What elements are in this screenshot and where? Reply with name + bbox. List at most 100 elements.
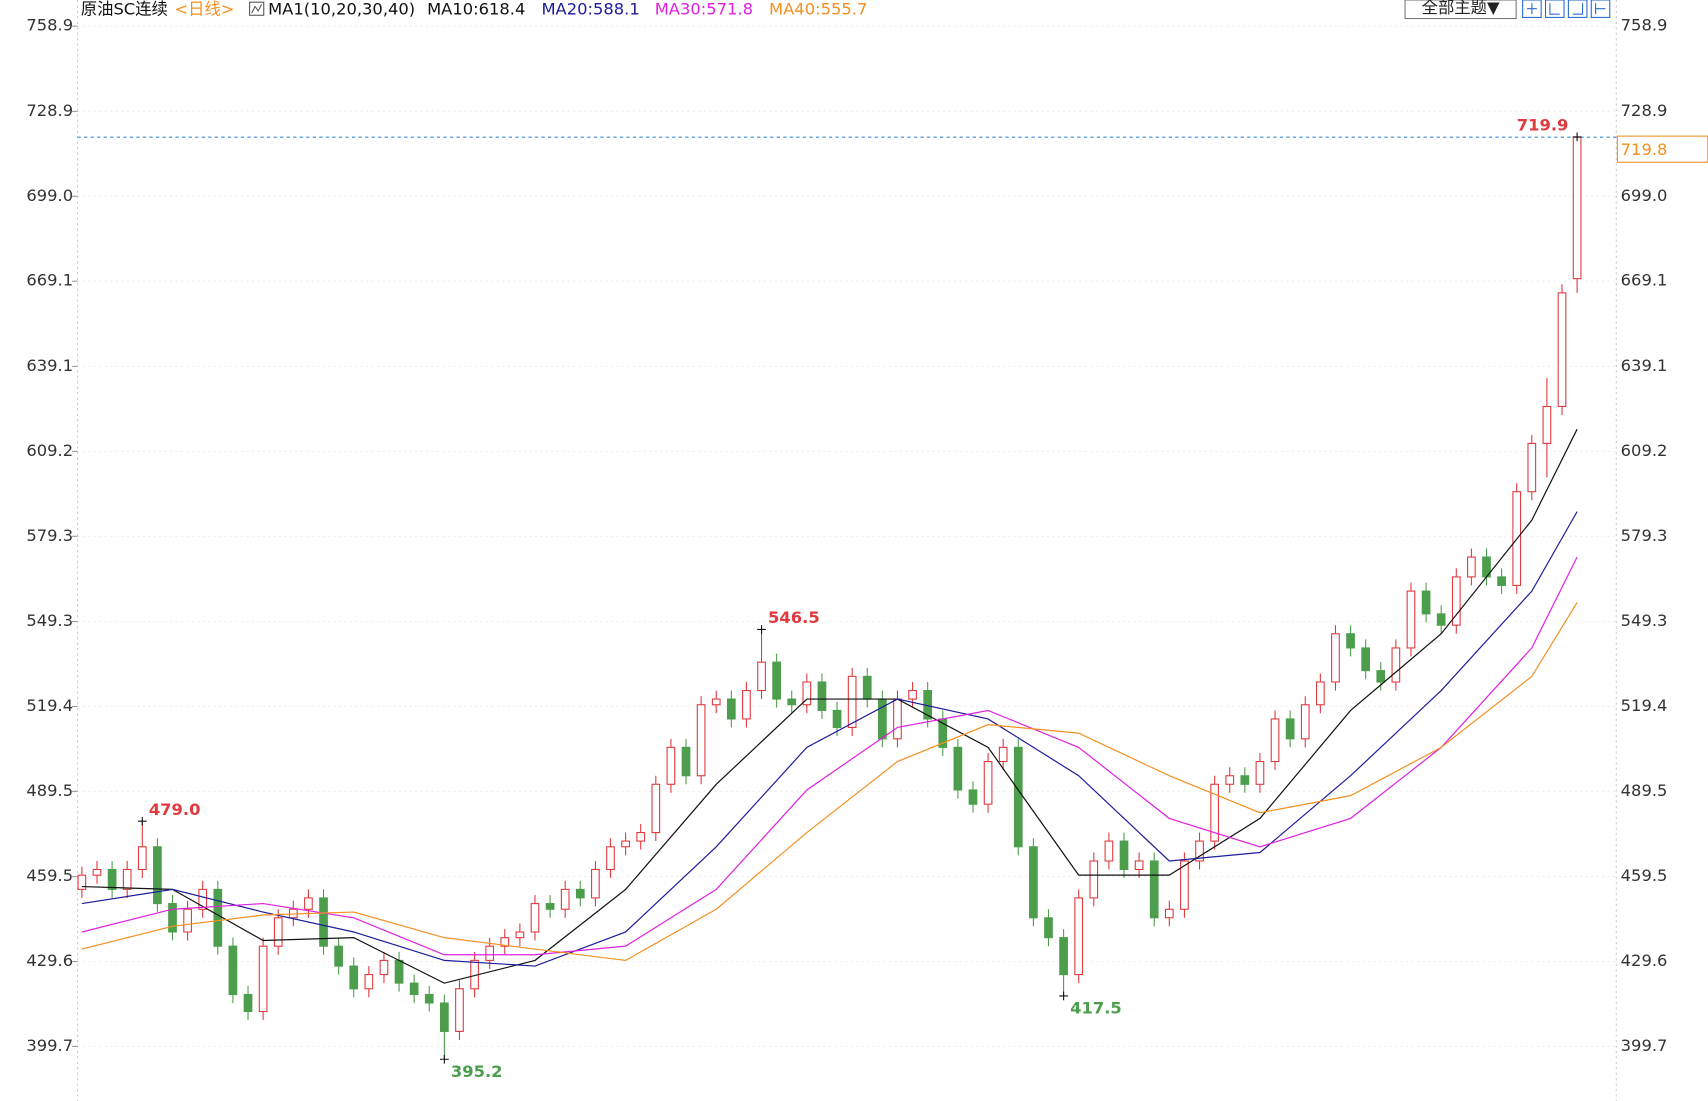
candle-body <box>1542 405 1552 444</box>
period[interactable]: <日线> <box>174 0 234 18</box>
candle-body <box>666 746 676 785</box>
candle-body <box>1195 840 1204 862</box>
y-tick-label-right: 429.6 <box>1621 951 1668 970</box>
legend-entry: MA30:571.8 <box>655 0 753 18</box>
y-tick-label: 399.7 <box>26 1036 73 1055</box>
ma-line <box>81 556 1578 956</box>
y-tick-label-right: 609.2 <box>1621 441 1668 460</box>
theme-button[interactable] <box>1404 0 1517 20</box>
candle-body <box>440 1002 449 1032</box>
annotation-label: 719.9 <box>1517 116 1569 135</box>
candle-body <box>847 675 857 729</box>
indicator[interactable]: MA1(10,20,30,40) <box>268 0 415 18</box>
indicator-icon-glyph <box>251 4 263 14</box>
candle-body <box>1240 775 1250 785</box>
candle-body <box>1210 783 1219 842</box>
annotation-marker <box>440 1054 449 1064</box>
candle-body <box>334 945 343 967</box>
candle-body <box>394 959 404 984</box>
candle-body <box>1013 746 1023 848</box>
candle-body <box>273 917 283 947</box>
y-tick-label-right: 549.3 <box>1621 611 1668 630</box>
candle-body <box>1557 292 1567 408</box>
candle-body <box>1029 846 1038 919</box>
candle-body <box>1361 647 1371 672</box>
tool-icons <box>1527 3 1606 15</box>
candle-body <box>319 897 328 947</box>
candle-body <box>92 868 102 876</box>
candle-body <box>1391 647 1401 683</box>
indicator-icon[interactable] <box>249 1 265 16</box>
theme-button-label[interactable]: 全部主题▼ <box>1422 0 1500 17</box>
candle-body <box>1044 917 1053 939</box>
annotation-marker <box>1572 132 1582 142</box>
candle-body <box>122 868 132 890</box>
y-tick-label-right: 728.9 <box>1621 101 1668 120</box>
candle-body <box>545 903 555 910</box>
candle-body <box>1134 860 1144 871</box>
candle-body <box>304 897 313 910</box>
annotation-label: 395.2 <box>451 1062 503 1081</box>
y-tick-label-right: 758.9 <box>1621 16 1668 35</box>
candle-body <box>500 937 510 947</box>
candle-body <box>364 974 374 990</box>
candle-body <box>379 959 389 976</box>
candle-body <box>908 689 917 700</box>
y-tick-label-right: 669.1 <box>1621 271 1668 290</box>
y-tick-label: 549.3 <box>26 611 73 630</box>
candle-body <box>696 704 706 777</box>
y-tick-label: 758.9 <box>26 16 73 35</box>
candle-body <box>1436 613 1446 626</box>
candle-body <box>711 698 721 706</box>
candle-body <box>1089 860 1099 899</box>
last-price-box <box>1616 135 1708 163</box>
candle-body <box>153 846 162 905</box>
annotation-marker <box>757 625 766 634</box>
annotation-label: 546.5 <box>768 608 820 627</box>
candle-body <box>1104 840 1114 862</box>
annotation-marker <box>137 816 147 826</box>
candle-body <box>1255 761 1265 785</box>
candle-body <box>137 846 147 871</box>
y-tick-label-right: 489.5 <box>1621 781 1668 800</box>
candle-body <box>1074 897 1084 976</box>
candle-body <box>560 888 570 910</box>
header: 原油SC连续 <日线> MA1(10,20,30,40) 全部主题▼ <box>81 0 1611 20</box>
candle-body <box>1331 633 1340 683</box>
candle-body <box>651 783 661 834</box>
candle-body <box>575 888 585 899</box>
tool-button[interactable] <box>1567 0 1588 18</box>
candle-body <box>862 675 872 700</box>
candle-body <box>772 661 781 700</box>
candle-body <box>1467 556 1476 578</box>
tool-button[interactable] <box>1544 0 1565 18</box>
candle-body <box>1164 908 1174 919</box>
annotation-label: 417.5 <box>1070 998 1122 1017</box>
legend-entry: MA40:555.7 <box>769 0 867 18</box>
y-tick-label: 699.0 <box>26 186 73 205</box>
y-tick-label-right: 519.4 <box>1621 696 1668 715</box>
candle-body <box>107 868 117 890</box>
candle-body <box>77 874 87 890</box>
candle-body <box>1406 590 1416 649</box>
candle-body <box>1180 860 1189 910</box>
candle-body <box>485 945 495 961</box>
candle-body <box>953 746 963 791</box>
legend-entry: MA10:618.4 <box>427 0 525 18</box>
y-tick-label: 579.3 <box>26 526 73 545</box>
y-tick-label: 519.4 <box>26 696 73 715</box>
legend-entry: MA20:588.1 <box>541 0 639 18</box>
candle-body <box>757 661 766 692</box>
candle-body <box>168 903 177 933</box>
candle-body <box>1527 442 1537 493</box>
ma-line <box>81 602 1578 962</box>
candle-body <box>455 988 464 1032</box>
candle-body <box>591 868 600 899</box>
candle-body <box>198 888 208 910</box>
y-tick-label: 639.1 <box>26 356 73 375</box>
y-tick-label: 609.2 <box>26 441 73 460</box>
y-tick-label: 669.1 <box>26 271 73 290</box>
